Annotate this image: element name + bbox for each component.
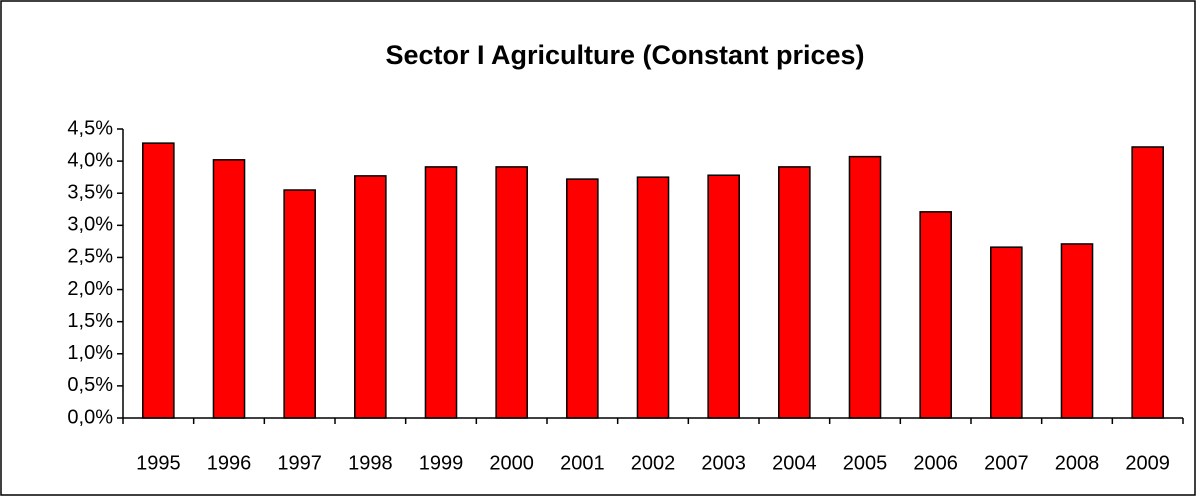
x-tick-label: 1998	[348, 452, 393, 474]
bar	[848, 155, 882, 419]
y-tick-label: 2,5%	[67, 246, 113, 268]
x-tick-label: 1996	[207, 452, 252, 474]
y-tick-label: 0,0%	[67, 406, 113, 428]
y-tick-label: 1,0%	[67, 342, 113, 364]
x-tick-label: 2000	[489, 452, 534, 474]
bar	[566, 178, 599, 419]
x-tick-label: 1999	[419, 452, 464, 474]
x-tick-label: 2003	[701, 452, 746, 474]
x-tick-label: 1997	[277, 452, 322, 474]
bar	[1131, 146, 1164, 419]
x-tick-label: 2004	[772, 452, 817, 474]
x-tick-label: 2001	[560, 452, 605, 474]
bar	[424, 166, 458, 419]
bar	[636, 176, 670, 419]
y-tick-label: 2,0%	[67, 278, 113, 300]
chart-title: Sector I Agriculture (Constant prices)	[385, 40, 864, 70]
y-tick-label: 4,5%	[67, 117, 113, 139]
bar	[990, 246, 1023, 419]
x-tick-label: 2006	[913, 452, 958, 474]
x-tick-label: 2005	[843, 452, 888, 474]
bar	[142, 142, 175, 419]
y-tick-label: 3,5%	[67, 182, 113, 204]
x-tick-label: 2002	[631, 452, 676, 474]
x-tick-label: 2008	[1055, 452, 1100, 474]
x-tick-label: 2007	[984, 452, 1029, 474]
y-tick-label: 3,0%	[67, 214, 113, 236]
bar	[354, 175, 387, 419]
y-tick-label: 1,5%	[67, 310, 113, 332]
bar	[919, 211, 952, 419]
bar	[495, 166, 528, 419]
bar	[283, 189, 316, 419]
bar	[778, 166, 811, 419]
bar	[707, 174, 740, 419]
y-tick-label: 0,5%	[67, 374, 113, 396]
y-tick-label: 4,0%	[67, 149, 113, 171]
bar	[212, 159, 246, 419]
bar	[1060, 243, 1094, 419]
x-tick-label: 2009	[1125, 452, 1170, 474]
x-tick-label: 1995	[136, 452, 181, 474]
